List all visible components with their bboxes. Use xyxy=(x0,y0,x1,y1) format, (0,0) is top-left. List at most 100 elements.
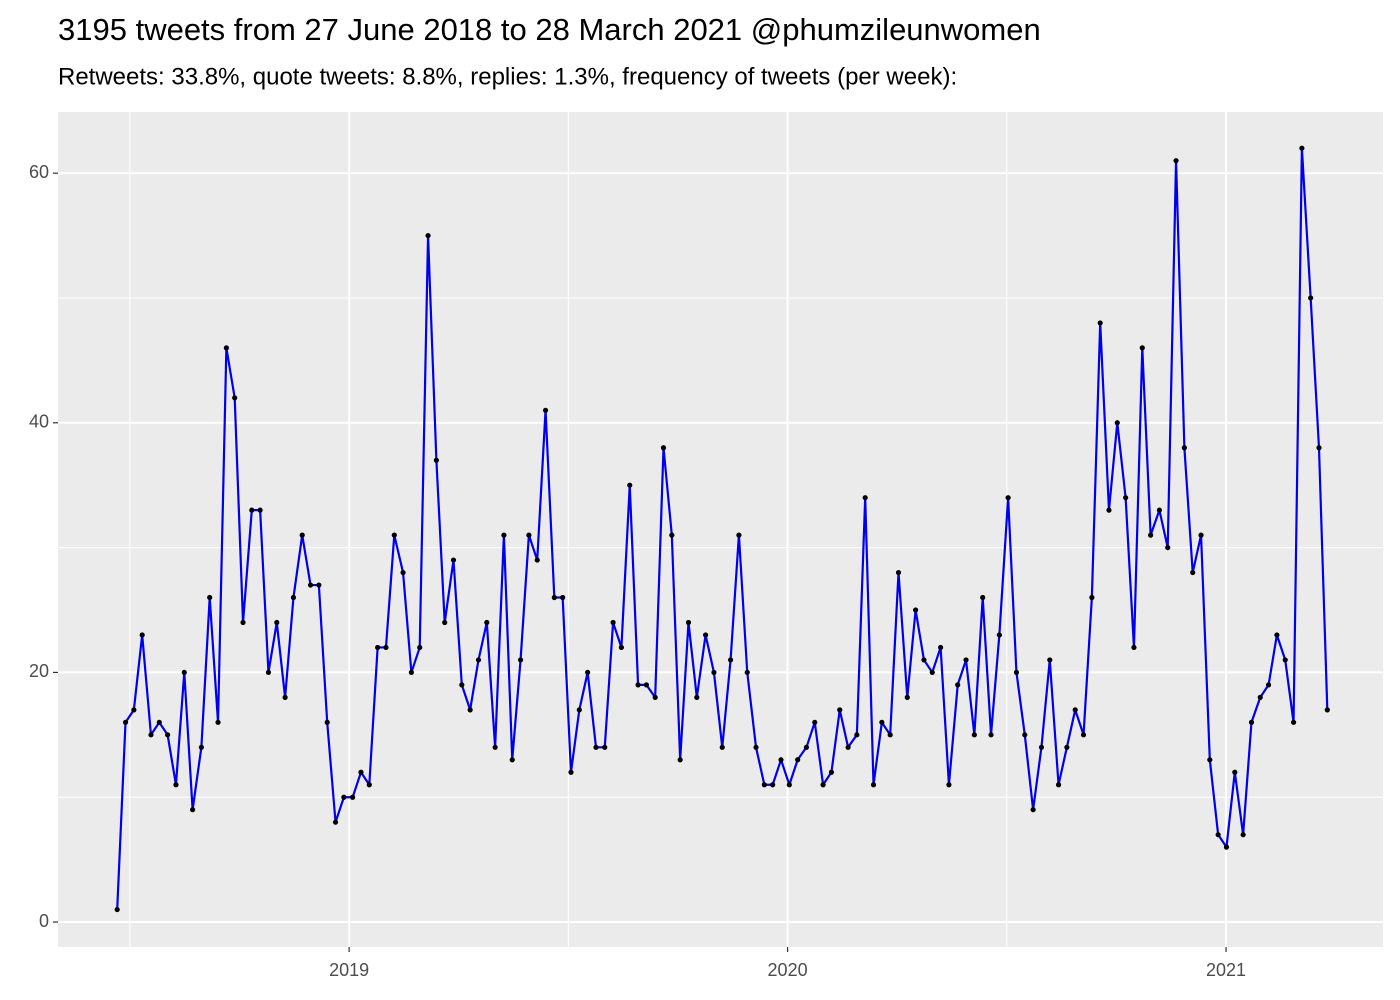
data-point xyxy=(190,807,196,813)
data-point xyxy=(1248,719,1255,725)
data-point xyxy=(971,732,977,738)
data-point xyxy=(845,744,851,750)
data-point xyxy=(366,782,372,788)
data-point xyxy=(660,445,667,451)
data-point xyxy=(1181,445,1187,451)
data-point xyxy=(139,632,145,638)
data-point xyxy=(643,682,650,688)
data-point xyxy=(929,669,935,676)
data-point xyxy=(501,532,507,538)
data-point xyxy=(568,769,574,775)
data-point xyxy=(526,532,532,538)
data-point xyxy=(770,782,776,788)
data-point xyxy=(1282,657,1288,663)
data-point xyxy=(307,582,314,588)
y-tick-label: 0 xyxy=(39,911,49,931)
x-tick-label: 2019 xyxy=(329,960,369,980)
data-point xyxy=(1257,694,1263,700)
data-point xyxy=(425,232,431,239)
data-point xyxy=(459,682,465,688)
data-point xyxy=(299,532,305,538)
data-point xyxy=(1131,644,1137,651)
data-point xyxy=(895,569,902,576)
y-tick-label: 60 xyxy=(29,162,49,182)
data-point xyxy=(795,757,801,763)
data-point xyxy=(585,669,591,676)
data-point xyxy=(602,744,608,750)
data-point xyxy=(383,644,389,651)
data-point xyxy=(946,782,952,788)
data-point xyxy=(1148,532,1154,538)
data-point xyxy=(618,644,625,651)
data-point xyxy=(980,594,986,601)
data-point xyxy=(173,782,179,788)
data-point xyxy=(232,395,238,401)
data-point xyxy=(215,719,221,725)
data-point xyxy=(181,669,187,676)
data-point xyxy=(484,619,490,626)
data-point xyxy=(1207,757,1213,763)
data-point xyxy=(1080,732,1087,738)
data-point xyxy=(1274,632,1280,638)
data-point xyxy=(576,707,582,713)
data-point xyxy=(837,707,843,713)
data-point xyxy=(1089,594,1095,601)
plot-panel xyxy=(58,112,1383,947)
data-point xyxy=(593,744,599,750)
data-point xyxy=(207,594,213,601)
data-point xyxy=(904,694,910,700)
data-point xyxy=(862,495,868,501)
data-point xyxy=(938,644,944,651)
data-point xyxy=(131,707,137,713)
data-point xyxy=(1072,707,1078,713)
data-point xyxy=(828,769,835,775)
data-point xyxy=(1139,345,1145,351)
data-point xyxy=(1299,145,1305,151)
data-point xyxy=(517,657,524,663)
data-point xyxy=(341,794,347,800)
data-point xyxy=(727,657,734,663)
data-point xyxy=(879,719,885,725)
data-point xyxy=(610,619,616,626)
data-point xyxy=(1223,844,1230,850)
data-point xyxy=(433,457,439,463)
data-point xyxy=(820,782,826,788)
y-tick-label: 20 xyxy=(29,661,49,681)
data-point xyxy=(803,744,810,750)
data-point xyxy=(778,757,784,763)
data-point xyxy=(635,682,641,688)
data-point xyxy=(627,482,633,488)
data-point xyxy=(350,794,356,800)
data-point xyxy=(358,769,364,775)
data-point xyxy=(1030,807,1036,813)
data-point xyxy=(400,569,406,576)
data-point xyxy=(1190,569,1196,576)
data-point xyxy=(1022,732,1028,738)
data-point xyxy=(467,707,473,713)
data-point xyxy=(1038,744,1045,750)
data-point xyxy=(257,507,263,513)
data-point xyxy=(887,732,893,738)
data-point xyxy=(198,744,204,750)
data-point xyxy=(1198,532,1204,538)
data-point xyxy=(1240,832,1246,838)
data-point xyxy=(1013,669,1020,676)
data-point xyxy=(669,532,675,538)
data-point xyxy=(719,744,725,750)
data-point xyxy=(560,594,566,601)
data-point xyxy=(114,906,120,913)
data-point xyxy=(1097,320,1103,326)
data-point xyxy=(812,719,818,725)
data-point xyxy=(417,644,423,651)
data-point xyxy=(786,782,792,788)
data-point xyxy=(408,669,414,676)
data-point xyxy=(1165,544,1171,551)
data-point xyxy=(551,594,557,601)
x-tick-label: 2020 xyxy=(768,960,808,980)
data-point xyxy=(1290,719,1297,725)
data-point xyxy=(1064,744,1070,750)
data-point xyxy=(1047,657,1053,663)
y-tick-label: 40 xyxy=(29,412,49,432)
data-point xyxy=(240,619,246,626)
data-point xyxy=(332,819,339,825)
